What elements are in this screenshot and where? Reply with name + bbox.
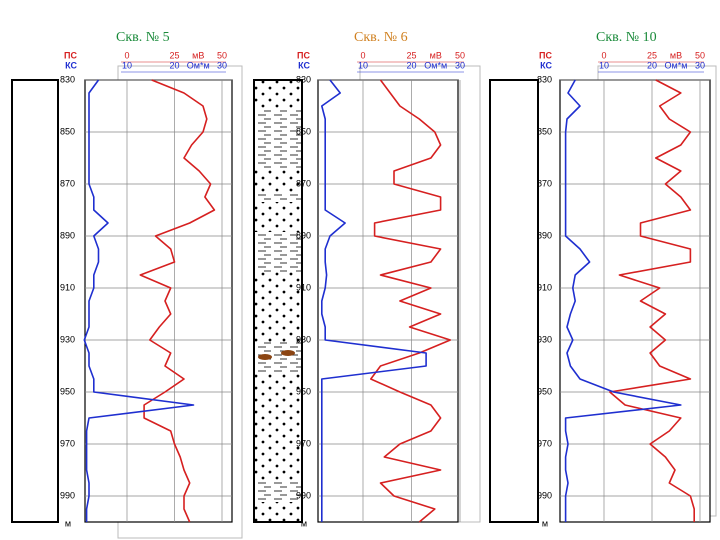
scale-tick-label: 0: [601, 50, 606, 60]
depth-tick-label: 990: [60, 490, 75, 500]
inclusion: [258, 354, 272, 360]
scale-tick-label: 30: [695, 60, 705, 70]
sand-layer: [254, 272, 302, 342]
depth-tick-label: 910: [296, 282, 311, 292]
sand-layer: [254, 502, 302, 522]
chart-title: Скв. № 10: [596, 30, 657, 45]
log-panel: Скв. № 5 830 850 870 890 910 930 950 970 990 м ПС 0 2…: [60, 30, 233, 528]
depth-tick-label: 870: [60, 178, 75, 188]
depth-unit: м: [65, 518, 71, 528]
sand-layer: [254, 372, 302, 480]
scale-tick-label: 0: [360, 50, 365, 60]
depth-unit: м: [301, 518, 307, 528]
depth-tick-label: 870: [537, 178, 552, 188]
scale-unit: мВ: [430, 50, 442, 60]
empty-column: [489, 79, 539, 523]
depth-tick-label: 990: [296, 490, 311, 500]
scale-tick-label: 25: [647, 50, 657, 60]
depth-tick-label: 930: [537, 334, 552, 344]
depth-tick-label: 950: [537, 386, 552, 396]
log-panel: Скв. № 6 830 850 870 890 910 930 950 970 990 м ПС 0 2…: [296, 30, 465, 528]
scale-tick-label: 10: [599, 60, 609, 70]
log-curve: [139, 79, 216, 523]
shale-layer: [254, 232, 302, 272]
shale-layer: [254, 480, 302, 502]
plot-frame: [317, 79, 459, 523]
log-curve: [564, 79, 682, 522]
plot-frame: [559, 79, 711, 523]
scale-tick-label: 20: [647, 60, 657, 70]
scale-unit: мВ: [192, 50, 204, 60]
empty-column: [11, 79, 59, 523]
scale-unit: Ом*м: [424, 60, 447, 70]
depth-tick-label: 890: [537, 230, 552, 240]
depth-tick-label: 890: [296, 230, 311, 240]
depth-tick-label: 870: [296, 178, 311, 188]
scale-tick-label: 25: [406, 50, 416, 60]
depth-unit: м: [542, 518, 548, 528]
scale-unit: Ом*м: [187, 60, 210, 70]
legend-entry: КС: [298, 60, 310, 70]
scale-tick-label: 10: [122, 60, 132, 70]
scale-tick-label: 25: [169, 50, 179, 60]
legend-entry: ПС: [539, 50, 552, 60]
depth-tick-label: 930: [60, 334, 75, 344]
log-curve: [321, 79, 427, 522]
legend-entry: КС: [65, 60, 77, 70]
depth-tick-label: 830: [537, 74, 552, 84]
depth-tick-label: 930: [296, 334, 311, 344]
scale-tick-label: 30: [217, 60, 227, 70]
depth-tick-label: 890: [60, 230, 75, 240]
scale-tick-label: 50: [455, 50, 465, 60]
log-curve: [370, 79, 452, 523]
legend-entry: КС: [540, 60, 552, 70]
shale-layer: [254, 192, 302, 202]
chart-title: Скв. № 6: [354, 30, 408, 45]
scale-tick-label: 0: [124, 50, 129, 60]
scale-unit: мВ: [670, 50, 682, 60]
decor: [11, 65, 717, 539]
depth-tick-label: 850: [537, 126, 552, 136]
log-curve: [609, 79, 695, 522]
scale-tick-label: 50: [695, 50, 705, 60]
depth-tick-label: 910: [537, 282, 552, 292]
depth-tick-label: 830: [296, 74, 311, 84]
legend-entry: ПС: [297, 50, 310, 60]
sand-layer: [254, 168, 302, 192]
depth-tick-label: 950: [60, 386, 75, 396]
scale-tick-label: 20: [406, 60, 416, 70]
depth-tick-label: 970: [60, 438, 75, 448]
scale-tick-label: 30: [455, 60, 465, 70]
column-border: [253, 79, 303, 523]
inclusion: [281, 350, 295, 356]
depth-tick-label: 910: [60, 282, 75, 292]
lithology-column: [253, 79, 303, 523]
depth-tick-label: 830: [60, 74, 75, 84]
depth-tick-label: 970: [296, 438, 311, 448]
depth-tick-label: 950: [296, 386, 311, 396]
log-panel: Скв. № 10 830 850 870 890 910 930 950 970 990 м ПС 0…: [537, 30, 711, 528]
depth-tick-label: 990: [537, 490, 552, 500]
chart-title: Скв. № 5: [116, 30, 170, 45]
depth-tick-label: 850: [296, 126, 311, 136]
scale-tick-label: 50: [217, 50, 227, 60]
depth-tick-label: 970: [537, 438, 552, 448]
sand-layer: [254, 202, 302, 232]
sand-layer: [254, 80, 302, 110]
scale-unit: Ом*м: [665, 60, 688, 70]
depth-tick-label: 850: [60, 126, 75, 136]
scale-tick-label: 10: [358, 60, 368, 70]
plot-frame: [84, 79, 233, 523]
log-curve: [83, 79, 195, 522]
legend-entry: ПС: [64, 50, 77, 60]
scale-tick-label: 20: [169, 60, 179, 70]
shale-layer: [254, 110, 302, 168]
